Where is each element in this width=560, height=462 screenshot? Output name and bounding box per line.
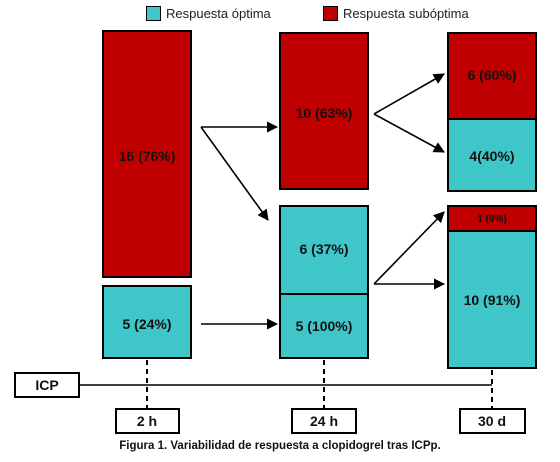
box-2h-suboptimal [102, 30, 192, 278]
label-24h-suboptimal: 10 (63%) [296, 105, 353, 121]
box-30d-optimal-b [447, 230, 537, 369]
arrow-2h-to-24h-optimal [200, 126, 269, 221]
label-30d-suboptimal-a: 6 (60%) [467, 67, 516, 83]
legend-suboptimal: Respuesta subóptima [323, 4, 469, 22]
icp-box [14, 372, 80, 398]
arrow-24h-sub-to-30d-opt [373, 113, 445, 153]
legend-optimal-swatch [146, 5, 161, 21]
label-24h-optimal-b: 5 (100%) [296, 318, 353, 334]
arrow-24h-opt-to-30d-sub [373, 211, 445, 285]
legend-optimal: Respuesta óptima [146, 4, 271, 22]
box-24h-optimal-b [279, 293, 369, 359]
time-box-24h [291, 408, 357, 434]
time-label-24h: 24 h [310, 413, 338, 429]
box-30d-suboptimal-b [447, 205, 537, 232]
label-24h-optimal-a: 6 (37%) [299, 241, 348, 257]
figure-caption: Figura 1. Variabilidad de respuesta a cl… [119, 440, 441, 452]
box-30d-optimal-a [447, 118, 537, 192]
time-box-30d [459, 408, 526, 434]
label-2h-optimal: 5 (24%) [122, 316, 171, 332]
label-30d-optimal-a: 4(40%) [469, 148, 514, 164]
label-30d-suboptimal-b: 1 (9%) [477, 214, 506, 225]
label-2h-suboptimal: 16 (76%) [119, 148, 176, 164]
legend-suboptimal-label: Respuesta subóptima [343, 5, 469, 21]
box-2h-optimal [102, 285, 192, 359]
time-label-30d: 30 d [478, 413, 506, 429]
legend-suboptimal-swatch [323, 5, 338, 21]
time-box-2h [115, 408, 180, 434]
box-24h-optimal-a [279, 205, 369, 295]
label-30d-optimal-b: 10 (91%) [464, 292, 521, 308]
arrow-24h-sub-to-30d-sub [373, 73, 445, 115]
box-30d-suboptimal-a [447, 32, 537, 120]
box-24h-suboptimal [279, 32, 369, 190]
legend-optimal-label: Respuesta óptima [166, 5, 271, 21]
icp-label: ICP [35, 377, 58, 393]
time-label-2h: 2 h [137, 413, 157, 429]
